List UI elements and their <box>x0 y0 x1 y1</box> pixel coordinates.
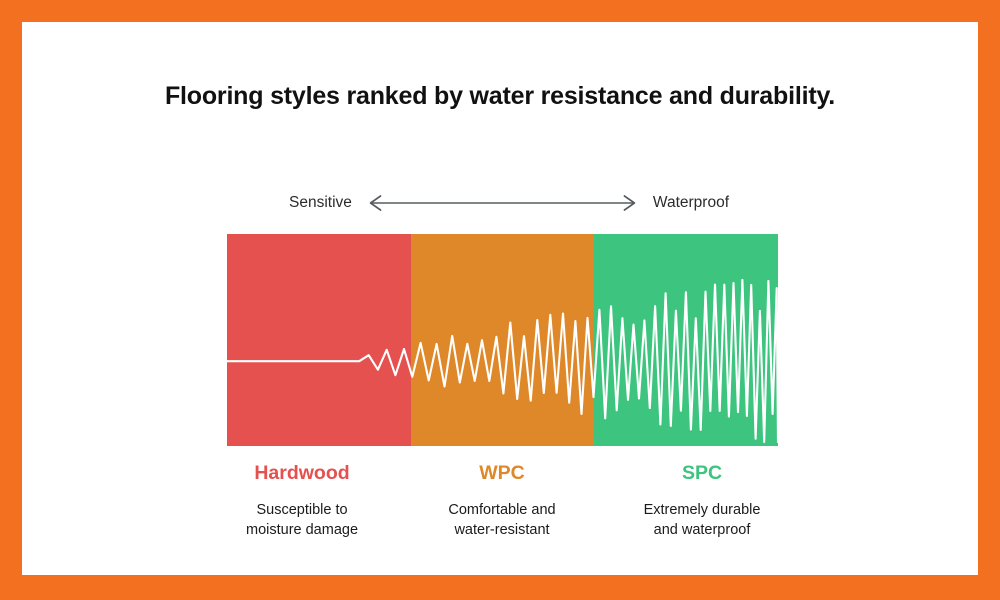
scale-label-left: Sensitive <box>289 194 352 211</box>
legend: Hardwood Susceptible to moisture damage … <box>202 462 802 540</box>
legend-label-spc: SPC <box>681 462 723 484</box>
legend-item-hardwood: Hardwood Susceptible to moisture damage <box>202 462 402 540</box>
legend-item-spc: SPC Extremely durable and waterproof <box>602 462 802 540</box>
legend-label-hardwood: Hardwood <box>254 462 350 484</box>
page-title: Flooring styles ranked by water resistan… <box>164 82 836 110</box>
double-arrow-icon <box>369 195 636 211</box>
legend-item-wpc: WPC Comfortable and water-resistant <box>402 462 602 540</box>
spectrum-bands <box>227 234 778 446</box>
band-wpc <box>410 234 595 446</box>
scale-label-right: Waterproof <box>652 194 729 211</box>
scale-axis: Sensitive Waterproof <box>289 189 729 217</box>
legend-description-hardwood: Susceptible to moisture damage <box>245 502 359 538</box>
legend-label-wpc: WPC <box>479 462 525 484</box>
band-hardwood <box>227 234 411 446</box>
legend-description-spc: Extremely durable and waterproof <box>643 502 761 538</box>
waveform-line <box>227 278 778 444</box>
legend-description-wpc: Comfortable and water-resistant <box>448 502 556 538</box>
chart-canvas: Flooring styles ranked by water resistan… <box>22 22 978 575</box>
